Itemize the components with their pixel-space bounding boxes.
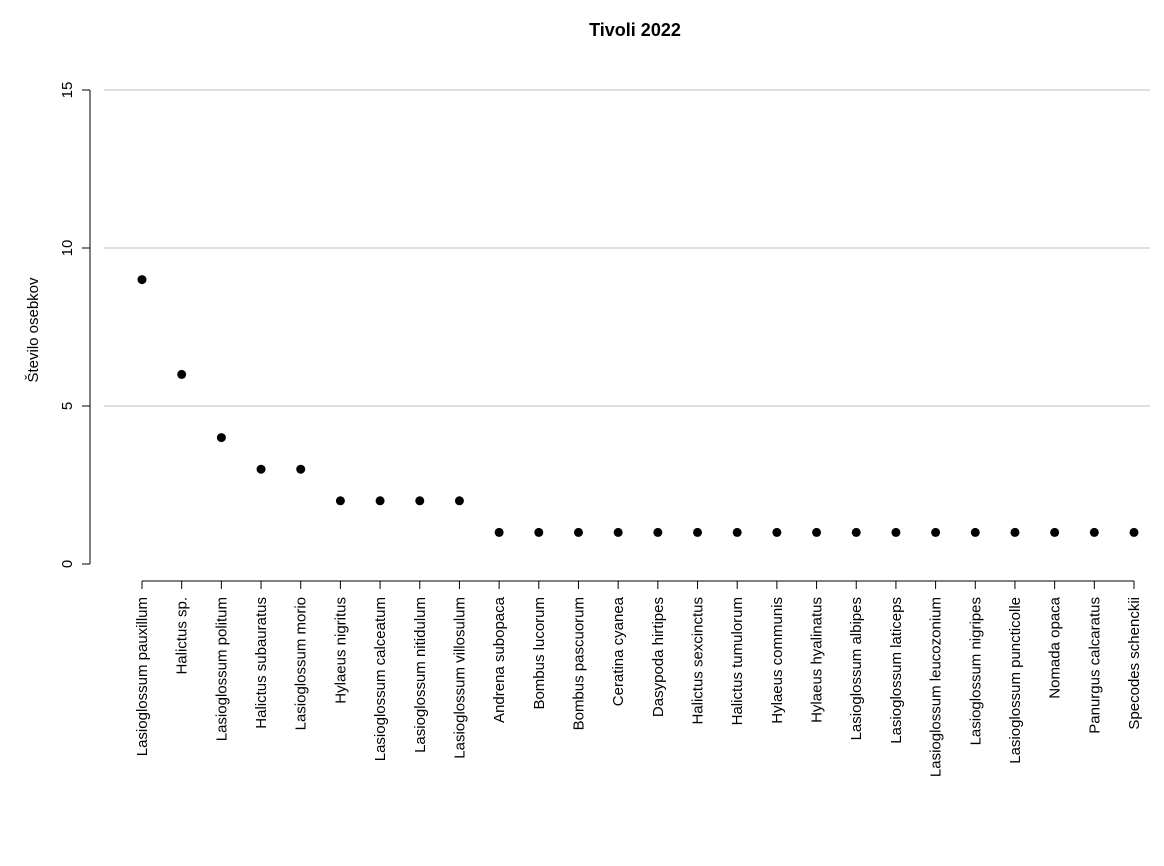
x-tick-label: Lasioglossum morio (293, 597, 310, 730)
data-point (573, 527, 583, 537)
x-tick-label: Hylaeus communis (769, 597, 786, 724)
data-point (454, 496, 464, 506)
x-tick-label: Halictus sp. (174, 597, 191, 675)
x-tick-label: Lasioglossum leucozonium (928, 597, 945, 777)
x-tick-label: Ceratina cyanea (610, 596, 627, 706)
x-tick-label: Lasioglossum nitidulum (412, 597, 429, 753)
x-tick-label: Panurgus calcaratus (1086, 597, 1103, 734)
y-axis: 0 5 10 15 (59, 82, 91, 568)
x-tick-label: Bombus pascuorum (570, 597, 587, 730)
data-point (851, 527, 861, 537)
data-point (1050, 527, 1060, 537)
x-axis: Lasioglossum pauxillum Halictus sp. Lasiog… (134, 580, 1143, 777)
data-point (693, 527, 703, 537)
data-point (812, 527, 822, 537)
data-point (931, 527, 941, 537)
x-tick-label: Lasioglossum puncticolle (1007, 597, 1024, 764)
data-point (970, 527, 980, 537)
gridlines (104, 89, 1150, 407)
x-tick-label: Hylaeus nigritus (332, 597, 349, 704)
data-point (415, 496, 425, 506)
x-tick-label: Specodes schenckii (1126, 597, 1143, 730)
data-point (335, 496, 345, 506)
x-tick-label: Lasioglossum politum (213, 597, 230, 741)
x-tick-label: Lasioglossum nigripes (967, 597, 984, 745)
x-tick-label: Lasioglossum laticeps (888, 597, 905, 744)
x-tick-label: Lasioglossum calceatum (372, 597, 389, 761)
data-point (216, 433, 226, 443)
x-tick-label: Andrena subopaca (491, 596, 508, 723)
y-tick-label: 10 (59, 240, 76, 257)
data-point (177, 369, 187, 379)
x-tick-label: Lasioglossum pauxillum (134, 597, 151, 756)
x-tick-label: Bombus lucorum (531, 597, 548, 710)
chart-title: Tivoli 2022 (589, 20, 681, 40)
data-point (653, 527, 663, 537)
data-point (1129, 527, 1139, 537)
data-point (375, 496, 385, 506)
x-tick-label: Lasioglossum villosulum (451, 597, 468, 759)
data-point (772, 527, 782, 537)
data-point (256, 464, 266, 474)
data-point (494, 527, 504, 537)
x-tick-label: Halictus sexcinctus (690, 597, 707, 725)
data-point (296, 464, 306, 474)
data-point (1010, 527, 1020, 537)
data-point (732, 527, 742, 537)
x-tick-label: Dasypoda hirtipes (650, 597, 667, 717)
x-tick-label: Halictus subauratus (253, 597, 270, 729)
x-tick-label: Halictus tumulorum (729, 597, 746, 725)
y-tick-label: 5 (59, 402, 76, 410)
data-point (891, 527, 901, 537)
data-point (613, 527, 623, 537)
data-points (137, 275, 1139, 537)
y-tick-label: 15 (59, 82, 76, 99)
y-tick-label: 0 (59, 560, 76, 568)
data-point (137, 275, 147, 285)
data-point (534, 527, 544, 537)
data-point (1089, 527, 1099, 537)
y-axis-label: Število osebkov (25, 277, 42, 383)
x-tick-label: Hylaeus hyalinatus (809, 597, 826, 723)
x-tick-label: Lasioglossum albipes (848, 597, 865, 740)
x-tick-label: Nomada opaca (1047, 596, 1064, 698)
